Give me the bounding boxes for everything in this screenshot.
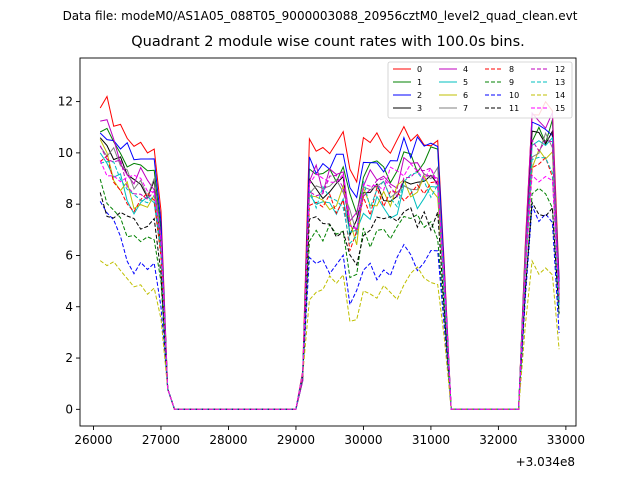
series-layer [99, 95, 560, 410]
y-tick-label: 6 [65, 248, 73, 262]
axes-frame [79, 57, 577, 427]
x-tick-label: 31000 [412, 433, 450, 447]
legend-label-2: 2 [417, 91, 422, 100]
series-line-9 [99, 178, 560, 410]
x-offset-label: +3.034e8 [516, 455, 575, 469]
y-tick-label: 4 [65, 300, 73, 314]
legend-label-7: 7 [463, 104, 468, 113]
series-line-7 [99, 131, 560, 410]
legend-label-1: 1 [417, 78, 422, 87]
legend-label-12: 12 [555, 65, 565, 74]
y-tick-label: 10 [58, 146, 73, 160]
legend-label-8: 8 [509, 65, 514, 74]
x-tick-label: 27000 [142, 433, 180, 447]
series-line-1 [99, 119, 560, 410]
series-line-2 [99, 121, 560, 410]
series-line-12 [99, 138, 560, 410]
legend-label-9: 9 [509, 78, 514, 87]
series-line-3 [99, 129, 560, 410]
series-line-10 [99, 201, 560, 410]
series-line-0 [99, 95, 560, 410]
series-line-4 [100, 111, 560, 410]
x-tick-label: 32000 [479, 433, 517, 447]
series-line-8 [99, 154, 560, 410]
legend-label-10: 10 [509, 91, 519, 100]
x-axis: 26000 27000 28000 29000 30000 31000 32000 33000 [74, 426, 585, 447]
series-line-11 [99, 192, 560, 410]
x-tick-label: 26000 [74, 433, 112, 447]
legend-label-6: 6 [463, 91, 468, 100]
series-line-14 [99, 259, 560, 410]
legend-label-13: 13 [555, 78, 565, 87]
y-tick-label: 12 [58, 95, 73, 109]
x-tick-label: 28000 [209, 433, 247, 447]
legend-label-5: 5 [463, 78, 468, 87]
legend-label-15: 15 [555, 104, 565, 113]
y-axis: 0 2 4 6 8 10 12 [58, 95, 80, 416]
legend-label-0: 0 [417, 65, 422, 74]
x-tick-label: 29000 [277, 433, 315, 447]
y-tick-label: 0 [65, 402, 73, 416]
legend-box [387, 61, 573, 119]
legend-label-3: 3 [417, 104, 422, 113]
x-tick-label: 33000 [547, 433, 585, 447]
legend-label-11: 11 [509, 104, 519, 113]
y-tick-label: 2 [65, 351, 73, 365]
legend-label-4: 4 [463, 65, 468, 74]
series-line-15 [99, 160, 560, 410]
legend-label-14: 14 [555, 91, 565, 100]
chart-title: Quadrant 2 module wise count rates with … [131, 34, 525, 50]
y-tick-label: 8 [65, 197, 73, 211]
x-tick-label: 30000 [344, 433, 382, 447]
data-file-title: Data file: modeM0/AS1A05_088T05_90000030… [62, 9, 578, 23]
